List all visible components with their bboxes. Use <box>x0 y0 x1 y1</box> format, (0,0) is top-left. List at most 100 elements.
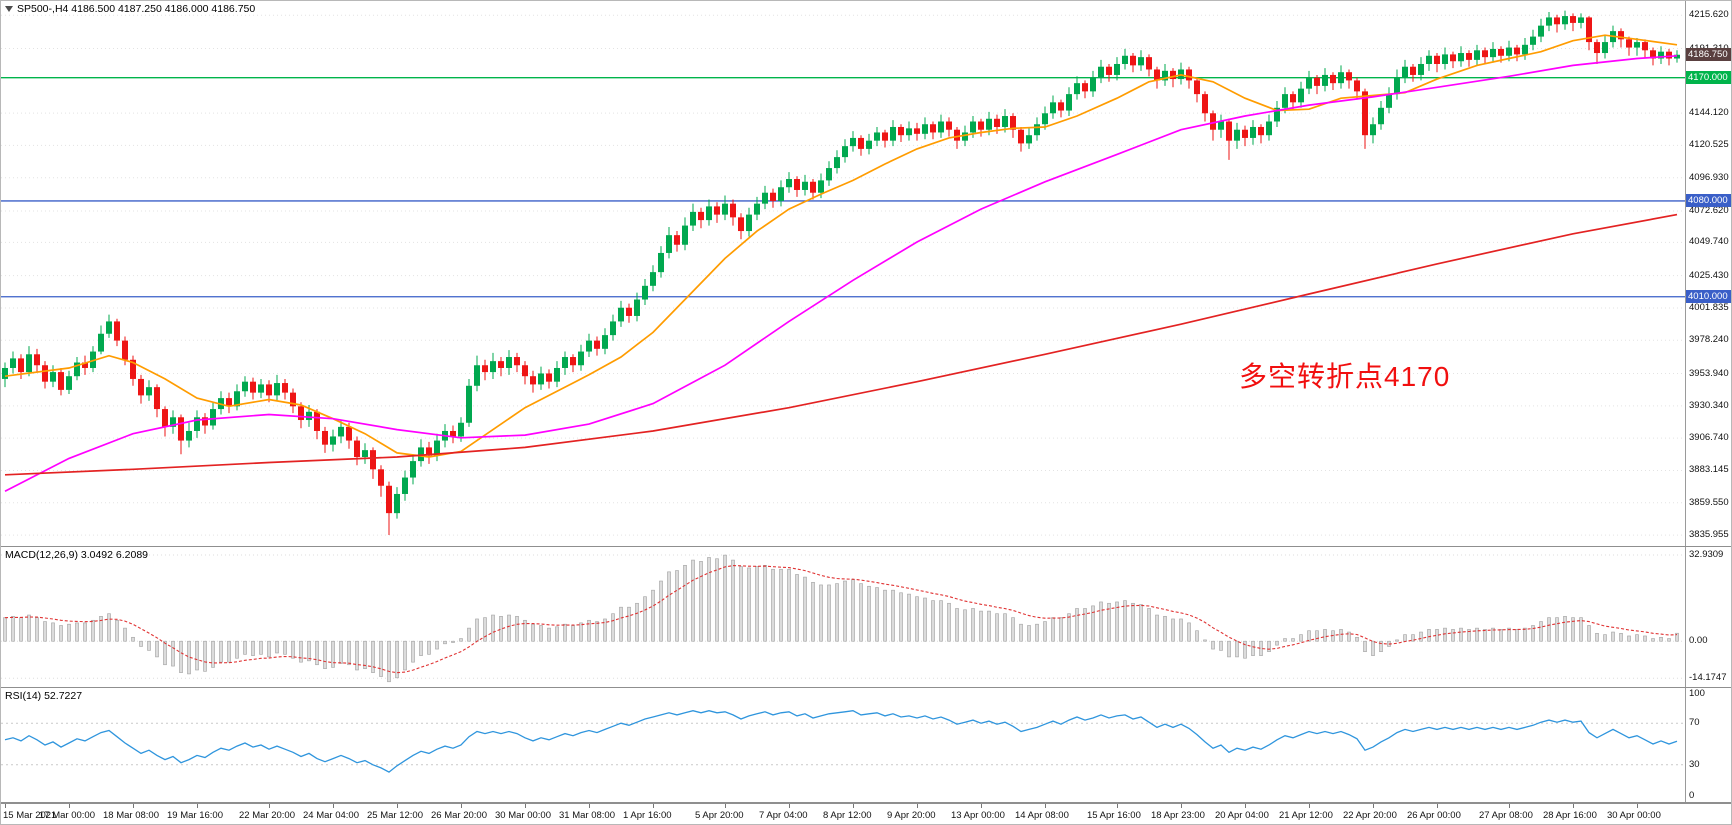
time-tick <box>197 804 198 808</box>
time-tick <box>1509 804 1510 808</box>
price-axis-label: 3930.340 <box>1689 399 1729 411</box>
time-tick <box>461 804 462 808</box>
price-axis-label: 3859.550 <box>1689 496 1729 508</box>
price-level-tag: 4080.000 <box>1686 193 1731 207</box>
macd-histogram <box>3 554 1679 683</box>
time-tick <box>5 804 6 808</box>
time-axis-label: 18 Apr 23:00 <box>1151 810 1205 821</box>
time-axis-label: 22 Mar 20:00 <box>239 810 295 821</box>
macd-signal-line <box>4 565 1678 674</box>
price-axis-label: 4049.740 <box>1689 236 1729 248</box>
chart-header: SP500-,H4 4186.500 4187.250 4186.000 418… <box>5 3 255 15</box>
price-axis-label: 3883.145 <box>1689 464 1729 476</box>
chart-title-text: SP500-,H4 4186.500 4187.250 4186.000 418… <box>17 3 256 15</box>
time-tick <box>653 804 654 808</box>
time-axis-label: 15 Apr 16:00 <box>1087 810 1141 821</box>
price-level-tag: 4010.000 <box>1686 289 1731 303</box>
macd-indicator-panel[interactable]: MACD(12,26,9) 3.0492 6.2089 32.9309 0.00 -… <box>1 547 1731 688</box>
rsi-canvas[interactable] <box>1 688 1685 802</box>
time-axis-label: 5 Apr 20:00 <box>695 810 744 821</box>
time-axis-label: 24 Mar 04:00 <box>303 810 359 821</box>
price-axis-label: 4072.620 <box>1689 205 1729 217</box>
price-axis-label: 3835.955 <box>1689 529 1729 541</box>
macd-header: MACD(12,26,9) 3.0492 6.2089 <box>5 549 149 561</box>
time-tick <box>1309 804 1310 808</box>
time-tick <box>269 804 270 808</box>
time-tick <box>917 804 918 808</box>
rsi-axis-label: 30 <box>1689 758 1700 770</box>
time-tick <box>133 804 134 808</box>
macd-axis-label: 32.9309 <box>1689 549 1724 561</box>
price-level-tag: 4170.000 <box>1686 70 1731 84</box>
time-tick <box>333 804 334 808</box>
macd-axis-label: -14.1747 <box>1689 672 1727 684</box>
time-tick <box>725 804 726 808</box>
time-tick <box>589 804 590 808</box>
time-tick <box>1637 804 1638 808</box>
time-axis-label: 25 Mar 12:00 <box>367 810 423 821</box>
price-chart-panel[interactable]: SP500-,H4 4186.500 4187.250 4186.000 418… <box>1 1 1731 547</box>
time-axis-label: 9 Apr 20:00 <box>887 810 936 821</box>
time-axis-label: 13 Apr 00:00 <box>951 810 1005 821</box>
time-axis-label: 18 Mar 08:00 <box>103 810 159 821</box>
price-axis-label: 4096.930 <box>1689 171 1729 183</box>
time-axis-label: 31 Mar 08:00 <box>559 810 615 821</box>
time-axis-label: 20 Apr 04:00 <box>1215 810 1269 821</box>
rsi-indicator-panel[interactable]: RSI(14) 52.7227 100 70 30 0 <box>1 688 1731 803</box>
time-axis[interactable]: 15 Mar 2021 17 Mar 00:00 18 Mar 08:00 19 Ma… <box>1 803 1731 824</box>
price-axis-label: 4025.430 <box>1689 269 1729 281</box>
annotation-text: 多空转折点4170 <box>1239 361 1451 392</box>
price-axis-label: 3978.240 <box>1689 334 1729 346</box>
time-axis-label: 30 Mar 00:00 <box>495 810 551 821</box>
time-axis-label: 28 Apr 16:00 <box>1543 810 1597 821</box>
time-axis-label: 8 Apr 12:00 <box>823 810 872 821</box>
time-tick <box>69 804 70 808</box>
price-axis: 4215.6204191.3104144.1204120.5254096.930… <box>1685 1 1731 546</box>
candlestick-series <box>2 10 1680 536</box>
time-tick <box>397 804 398 808</box>
price-axis-label: 4001.835 <box>1689 301 1729 313</box>
time-axis-label: 30 Apr 00:00 <box>1607 810 1661 821</box>
ma-slow-line <box>4 213 1678 476</box>
rsi-line <box>4 710 1678 773</box>
time-tick <box>853 804 854 808</box>
time-axis-label: 15 Mar 2021 <box>3 810 57 821</box>
price-chart-canvas[interactable] <box>1 1 1685 546</box>
time-axis-label: 1 Apr 16:00 <box>623 810 672 821</box>
price-axis-label: 3953.940 <box>1689 367 1729 379</box>
time-tick <box>525 804 526 808</box>
time-tick <box>789 804 790 808</box>
rsi-axis: 100 70 30 0 <box>1685 688 1731 802</box>
ma-mid-line <box>4 54 1678 492</box>
macd-canvas[interactable] <box>1 547 1685 687</box>
time-axis-label: 27 Apr 08:00 <box>1479 810 1533 821</box>
current-price-tag: 4186.750 <box>1686 47 1731 61</box>
price-axis-label: 4215.620 <box>1689 9 1729 21</box>
collapse-triangle-icon[interactable] <box>5 6 13 12</box>
time-axis-label: 17 Mar 00:00 <box>39 810 95 821</box>
time-tick <box>1373 804 1374 808</box>
time-tick <box>1117 804 1118 808</box>
time-tick <box>1045 804 1046 808</box>
rsi-axis-label: 100 <box>1689 688 1705 699</box>
macd-axis: 32.9309 0.00 -14.1747 <box>1685 547 1731 687</box>
rsi-axis-label: 0 <box>1689 790 1695 801</box>
time-axis-label: 26 Mar 20:00 <box>431 810 487 821</box>
time-axis-label: 26 Apr 00:00 <box>1407 810 1461 821</box>
time-axis-label: 7 Apr 04:00 <box>759 810 808 821</box>
time-tick <box>1245 804 1246 808</box>
price-axis-label: 4120.525 <box>1689 139 1729 151</box>
time-tick <box>1181 804 1182 808</box>
time-axis-label: 14 Apr 08:00 <box>1015 810 1069 821</box>
rsi-axis-label: 70 <box>1689 717 1700 729</box>
time-tick <box>1573 804 1574 808</box>
time-tick <box>1437 804 1438 808</box>
rsi-header: RSI(14) 52.7227 <box>5 690 83 702</box>
time-axis-label: 19 Mar 16:00 <box>167 810 223 821</box>
time-axis-label: 21 Apr 12:00 <box>1279 810 1333 821</box>
time-axis-label: 22 Apr 20:00 <box>1343 810 1397 821</box>
price-axis-label: 3906.740 <box>1689 432 1729 444</box>
macd-axis-label: 0.00 <box>1689 635 1708 647</box>
time-tick <box>981 804 982 808</box>
